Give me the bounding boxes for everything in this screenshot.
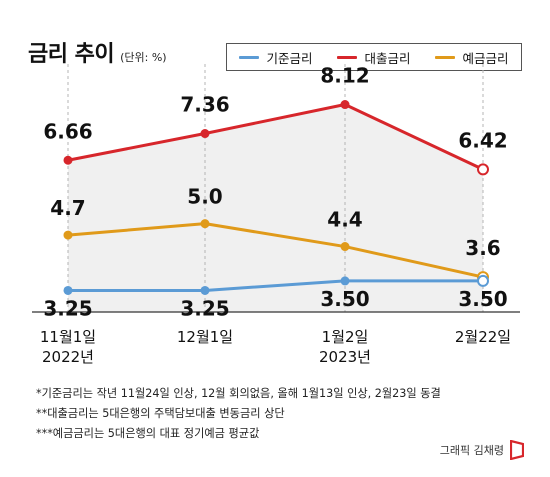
data-point [200, 285, 210, 295]
data-point [63, 155, 73, 165]
data-point [340, 276, 350, 286]
data-label: 6.42 [458, 128, 507, 152]
unit-label: (단위: %) [120, 51, 167, 64]
legend-item-base-rate: 기준금리 [239, 48, 313, 67]
footnotes: *기준금리는 작년 11월24일 인상, 12월 회의없음, 올해 1월13일 … [36, 384, 441, 444]
data-label: 3.50 [458, 287, 507, 311]
legend-swatch [239, 55, 260, 59]
data-point [340, 100, 350, 110]
x-tick-label: 2월22일 [455, 328, 511, 346]
data-label: 3.25 [43, 296, 92, 320]
legend-item-deposit-rate: 예금금리 [435, 48, 509, 67]
x-tick-label: 1월2일 [322, 328, 369, 346]
data-label: 8.12 [320, 64, 369, 88]
data-point [200, 219, 210, 229]
legend-label: 예금금리 [462, 50, 509, 66]
data-point [477, 274, 489, 287]
footnote-deposit-rate: ***예금금리는 5대은행의 대표 정기예금 평균값 [36, 427, 260, 440]
chart-background-area [68, 104, 483, 312]
data-label: 7.36 [180, 93, 229, 117]
chart-header: 금리 추이 (단위: %) [28, 36, 167, 68]
x-tick-label: 2022년 [42, 348, 94, 366]
chart-title: 금리 추이 [28, 42, 115, 67]
x-tick-label: 12월1일 [177, 328, 233, 346]
brand-logo-icon [509, 439, 525, 461]
footnote-base-rate: *기준금리는 작년 11월24일 인상, 12월 회의없음, 올해 1월13일 … [36, 387, 441, 400]
series-line [67, 103, 484, 171]
legend-item-loan-rate: 대출금리 [337, 48, 411, 67]
x-tick-label: 11월1일 [40, 328, 96, 346]
data-label: 3.50 [320, 287, 369, 311]
credit-text: 그래픽 김채령 [439, 444, 504, 457]
data-point [340, 242, 350, 252]
series-line [68, 279, 483, 292]
data-point [477, 163, 489, 176]
data-label: 4.7 [50, 196, 85, 220]
data-point [63, 285, 73, 295]
data-label: 6.66 [43, 119, 92, 143]
data-label: 5.0 [187, 185, 222, 209]
data-label: 3.25 [180, 296, 229, 320]
data-label: 3.6 [465, 236, 500, 260]
legend-swatch [337, 55, 358, 59]
x-tick-label: 2023년 [319, 348, 371, 366]
legend-label: 대출금리 [364, 50, 411, 66]
legend-swatch [435, 55, 456, 59]
data-label: 4.4 [327, 208, 362, 232]
credit: 그래픽 김채령 [439, 439, 525, 461]
data-point [200, 129, 210, 139]
legend-label: 기준금리 [266, 50, 313, 66]
data-point [63, 230, 73, 240]
series-line [67, 222, 484, 279]
legend: 기준금리 대출금리 예금금리 [226, 43, 522, 71]
footnote-loan-rate: **대출금리는 5대은행의 주택담보대출 변동금리 상단 [36, 407, 285, 420]
